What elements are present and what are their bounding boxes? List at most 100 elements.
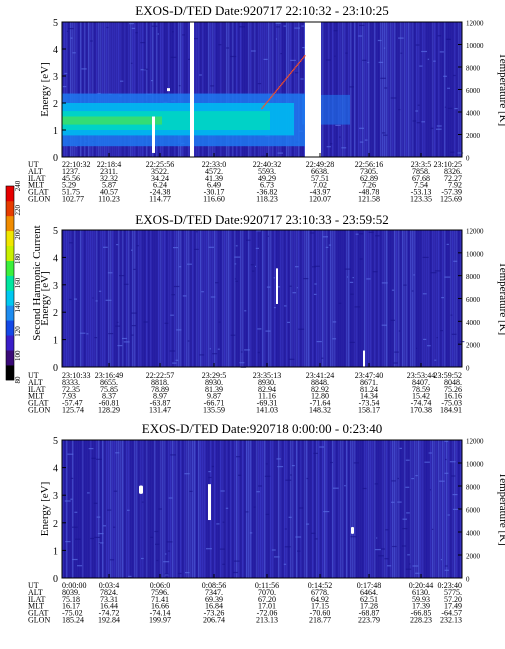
spectrogram-speck <box>338 302 342 304</box>
spectrogram-column <box>456 230 458 367</box>
spectrogram-column <box>268 22 270 157</box>
spectrogram-speck <box>195 231 198 233</box>
spectrogram-speck <box>421 121 425 123</box>
spectrogram-column <box>194 230 196 367</box>
spectrogram-speck <box>68 28 74 30</box>
spectrogram-speck <box>285 479 292 481</box>
spectrogram-speck <box>421 50 427 53</box>
ephemeris-cell: 16.66 <box>151 602 169 611</box>
colorbar-segment <box>6 290 14 306</box>
spectrogram-speck <box>169 350 176 352</box>
spectrogram-column <box>422 22 424 157</box>
y-tick-label: 2 <box>53 99 58 110</box>
spectrogram-speck <box>72 526 78 528</box>
spectrogram-column <box>304 440 306 578</box>
spectrogram-column <box>358 440 360 578</box>
spectrogram-speck <box>95 300 98 302</box>
spectrogram-column <box>100 230 102 367</box>
spectrogram-speck <box>434 359 437 361</box>
temperature-point <box>288 73 291 76</box>
spectrogram-column <box>104 22 106 157</box>
spectrogram-column <box>420 22 422 157</box>
spectrogram-column <box>78 22 80 157</box>
ephemeris-cell: 17.49 <box>444 602 462 611</box>
ephemeris-cell: 73.31 <box>100 595 118 604</box>
spectrogram-column <box>86 440 88 578</box>
spectrogram-column <box>368 22 370 157</box>
ephemeris-cell: -69.31 <box>257 399 278 408</box>
spectrogram-column <box>130 22 132 157</box>
temperature-point <box>298 61 301 64</box>
spectrogram-speck <box>297 550 301 552</box>
spectrogram-column <box>174 230 176 367</box>
y2-tick-label: 0 <box>466 155 470 163</box>
spectrogram-speck <box>98 290 102 292</box>
ephemeris-cell: 6638. <box>311 167 329 176</box>
spectrogram-column <box>324 440 326 578</box>
y2-tick-label: 10000 <box>466 461 484 469</box>
spectrogram-column <box>148 230 150 367</box>
data-gap <box>276 268 278 304</box>
spectrogram-speck <box>289 285 292 287</box>
spectrogram-column <box>252 22 254 157</box>
ephemeris-cell: 67.68 <box>412 174 430 183</box>
ephemeris-cell: 123.35 <box>410 195 432 204</box>
spectrogram-speck <box>170 314 174 316</box>
spectrogram-speck <box>444 472 449 474</box>
spectrogram-column <box>194 440 196 578</box>
y2-tick-label: 4000 <box>466 319 481 327</box>
spectrogram-speck <box>443 75 447 77</box>
ephemeris-cell: 8930. <box>205 378 223 387</box>
ephemeris-cell: 8333. <box>62 378 80 387</box>
spectrogram-speck <box>129 23 134 25</box>
ephemeris-cell: 4572. <box>205 167 223 176</box>
ephemeris-cell: 17.28 <box>360 602 378 611</box>
spectrogram-speck <box>199 74 202 76</box>
spectrogram-column <box>430 440 432 578</box>
spectrogram-column <box>102 440 104 578</box>
spectrogram-speck <box>222 521 225 523</box>
spectrogram-speck <box>154 530 159 533</box>
spectrogram-column <box>102 230 104 367</box>
spectrogram-column <box>346 22 348 157</box>
ephemeris-cell: -64.57 <box>441 609 462 618</box>
y-tick-label: 1 <box>53 546 58 557</box>
spectrogram-column <box>88 230 90 367</box>
spectrogram-column <box>452 230 454 367</box>
spectrogram-column <box>136 440 138 578</box>
spectrogram-column <box>152 230 154 367</box>
y2-axis-label: Temperature [K] <box>497 262 505 335</box>
spectrogram-column <box>400 440 402 578</box>
ephemeris-cell: -68.87 <box>359 609 380 618</box>
spectrogram-column <box>72 22 74 157</box>
spectrogram-column <box>394 230 396 367</box>
temperature-point <box>279 84 282 87</box>
ephemeris-cell: 23:10:33 <box>62 371 90 380</box>
spectrogram-column <box>226 440 228 578</box>
spectrogram-column <box>64 22 66 157</box>
spectrogram-column <box>360 230 362 367</box>
temperature-point <box>290 71 293 73</box>
spectrogram-column <box>298 230 300 367</box>
y-tick-label: 0 <box>53 363 58 374</box>
spectrogram-column <box>196 22 198 157</box>
spectrogram-column <box>74 440 76 578</box>
spectrogram-column <box>376 440 378 578</box>
spectrogram-speck <box>374 549 381 551</box>
spectrogram-column <box>106 230 108 367</box>
spectrogram-column <box>234 440 236 578</box>
spectrogram-column <box>234 230 236 367</box>
spectrogram-column <box>346 440 348 578</box>
spectrogram-column <box>266 22 268 157</box>
spectrogram-column <box>224 22 226 157</box>
spectrogram-speck <box>368 231 374 233</box>
spectrogram-column <box>356 230 358 367</box>
spectrogram-speck <box>381 282 388 284</box>
spectrogram-column <box>226 22 228 157</box>
spectrogram-column <box>394 22 396 157</box>
colorbar-label: Second Harmonic Current <box>31 225 43 340</box>
spectrogram-column <box>284 230 286 367</box>
spectrogram-column <box>264 230 266 367</box>
spectrogram-column <box>260 230 262 367</box>
spectrogram-speck <box>123 283 129 285</box>
